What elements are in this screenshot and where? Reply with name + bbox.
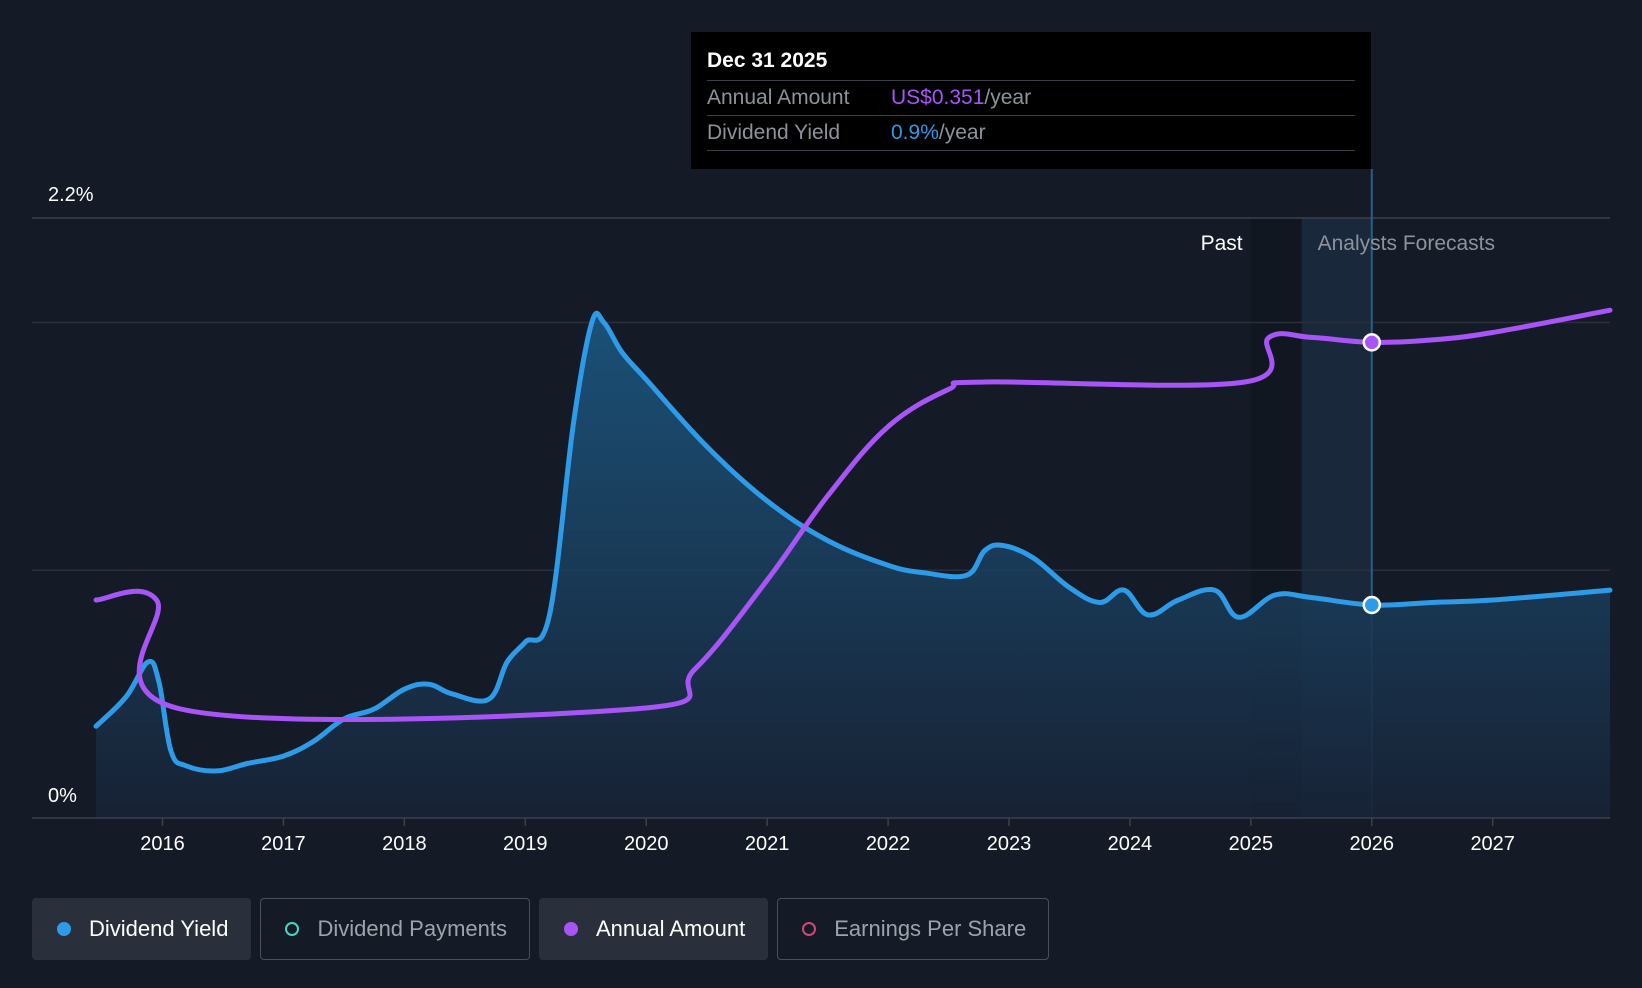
x-tick-label: 2021 [745, 833, 790, 855]
x-tick-label: 2025 [1229, 833, 1274, 855]
x-tick-label: 2016 [140, 833, 185, 855]
annual-amount-line [93, 307, 1613, 723]
tooltip-value: US$0.351 [891, 86, 985, 109]
annual-amount-marker [1362, 333, 1382, 352]
analysts-forecasts-label: Analysts Forecasts [1318, 232, 1495, 255]
ring-icon [802, 922, 817, 936]
tooltip-unit: /year [938, 121, 986, 144]
x-tick-label: 2017 [261, 833, 306, 855]
tooltip-row-dividend-yield: Dividend Yield 0.9% /year [707, 116, 1355, 151]
y-axis-top-label: 2.2% [48, 184, 94, 206]
dividend-yield-marker [1362, 595, 1382, 615]
legend-earnings-per-share-button[interactable]: Earnings Per Share [777, 898, 1050, 960]
legend-dividend-payments-button[interactable]: Dividend Payments [260, 898, 530, 960]
dividend-yield-line [93, 310, 1613, 774]
x-tick-label: 2024 [1108, 833, 1153, 855]
x-tick-label: 2027 [1470, 833, 1515, 855]
tooltip-label: Dividend Yield [707, 121, 841, 144]
past-label: Past [1201, 232, 1243, 255]
legend-annual-amount-button[interactable]: Annual Amount [538, 898, 769, 960]
tooltip-unit: /year [984, 86, 1032, 109]
legend: Dividend Yield Dividend Payments Annual … [32, 898, 1050, 960]
tooltip-label: Annual Amount [707, 86, 850, 109]
dot-icon [563, 922, 578, 936]
tooltip-date: Dec 31 2025 [707, 46, 1355, 81]
x-tick-label: 2023 [987, 833, 1032, 855]
tooltip-value: 0.9% [891, 121, 939, 144]
legend-label: Annual Amount [595, 916, 746, 941]
dividend-yield-area [96, 313, 1610, 818]
ring-icon [285, 922, 300, 936]
legend-label: Earnings Per Share [834, 916, 1027, 941]
x-tick-label: 2018 [382, 833, 427, 855]
x-tick-label: 2022 [866, 833, 911, 855]
legend-label: Dividend Yield [89, 916, 229, 941]
tooltip: Dec 31 2025 Annual Amount US$0.351 /year… [691, 32, 1371, 169]
x-tick-label: 2019 [503, 833, 548, 855]
x-tick-label: 2026 [1350, 833, 1395, 855]
tooltip-row-annual-amount: Annual Amount US$0.351 /year [707, 81, 1355, 116]
legend-dividend-yield-button[interactable]: Dividend Yield [32, 898, 252, 960]
legend-label: Dividend Payments [317, 916, 507, 941]
x-tick-label: 2020 [624, 833, 669, 855]
dot-icon [57, 922, 71, 936]
y-axis-bottom-label: 0% [48, 785, 77, 807]
